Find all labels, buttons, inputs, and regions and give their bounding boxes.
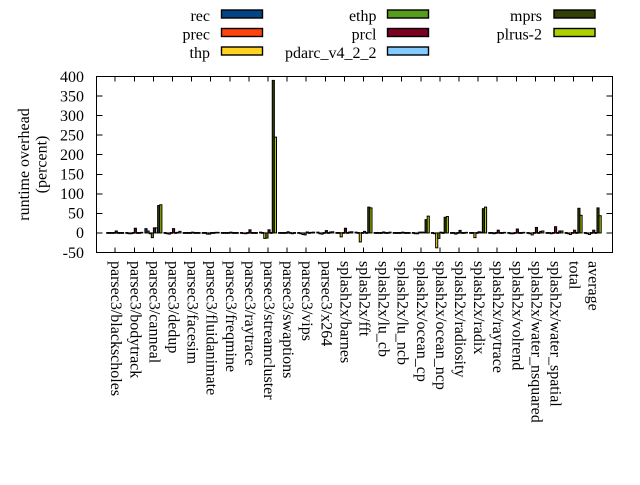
svg-text:mprs: mprs [510, 8, 542, 25]
svg-text:250: 250 [60, 128, 84, 145]
svg-text:parsec3/raytrace: parsec3/raytrace [241, 261, 258, 366]
svg-text:300: 300 [60, 108, 84, 125]
svg-text:parsec3/blackscholes: parsec3/blackscholes [107, 261, 124, 396]
svg-text:splash2x/volrend: splash2x/volrend [508, 261, 525, 370]
svg-text:parsec3/bodytrack: parsec3/bodytrack [126, 261, 143, 378]
svg-text:parsec3/freqmine: parsec3/freqmine [222, 261, 239, 372]
svg-text:splash2x/lu_ncb: splash2x/lu_ncb [394, 261, 411, 365]
svg-text:prec: prec [182, 27, 210, 44]
svg-text:ethp: ethp [349, 8, 377, 25]
svg-text:prcl: prcl [352, 27, 377, 44]
svg-text:parsec3/canneal: parsec3/canneal [145, 261, 162, 364]
svg-text:splash2x/ocean_ncp: splash2x/ocean_ncp [432, 261, 449, 390]
svg-text:100: 100 [60, 186, 84, 203]
svg-text:(percent): (percent) [34, 136, 51, 194]
svg-text:splash2x/fft: splash2x/fft [356, 261, 373, 337]
svg-text:splash2x/water_spatial: splash2x/water_spatial [547, 261, 564, 407]
svg-text:splash2x/lu_cb: splash2x/lu_cb [375, 261, 392, 357]
svg-text:parsec3/dedup: parsec3/dedup [165, 261, 182, 353]
svg-text:-50: -50 [63, 245, 84, 262]
svg-text:splash2x/radix: splash2x/radix [470, 261, 487, 354]
svg-text:350: 350 [60, 88, 84, 105]
svg-text:50: 50 [68, 206, 84, 223]
svg-text:rec: rec [190, 8, 210, 25]
svg-text:parsec3/swaptions: parsec3/swaptions [279, 261, 296, 378]
svg-text:pdarc_v4_2_2: pdarc_v4_2_2 [285, 45, 377, 62]
svg-text:splash2x/ocean_cp: splash2x/ocean_cp [413, 261, 430, 382]
svg-text:splash2x/radiosity: splash2x/radiosity [451, 261, 468, 377]
svg-text:150: 150 [60, 167, 84, 184]
svg-text:average: average [585, 261, 602, 311]
svg-text:parsec3/streamcluster: parsec3/streamcluster [260, 261, 277, 400]
svg-text:0: 0 [76, 225, 84, 242]
svg-text:thp: thp [190, 45, 210, 62]
svg-text:plrus-2: plrus-2 [497, 27, 542, 44]
svg-text:parsec3/vips: parsec3/vips [298, 261, 315, 341]
svg-text:parsec3/facesim: parsec3/facesim [184, 261, 201, 365]
svg-text:runtime overhead: runtime overhead [16, 108, 33, 220]
svg-text:splash2x/barnes: splash2x/barnes [336, 261, 353, 363]
svg-text:splash2x/water_nsquared: splash2x/water_nsquared [527, 261, 544, 423]
svg-text:splash2x/raytrace: splash2x/raytrace [489, 261, 506, 373]
svg-text:200: 200 [60, 147, 84, 164]
svg-text:400: 400 [60, 69, 84, 86]
svg-text:parsec3/x264: parsec3/x264 [317, 261, 334, 346]
svg-text:parsec3/fluidanimate: parsec3/fluidanimate [203, 261, 220, 395]
svg-text:total: total [566, 261, 583, 290]
